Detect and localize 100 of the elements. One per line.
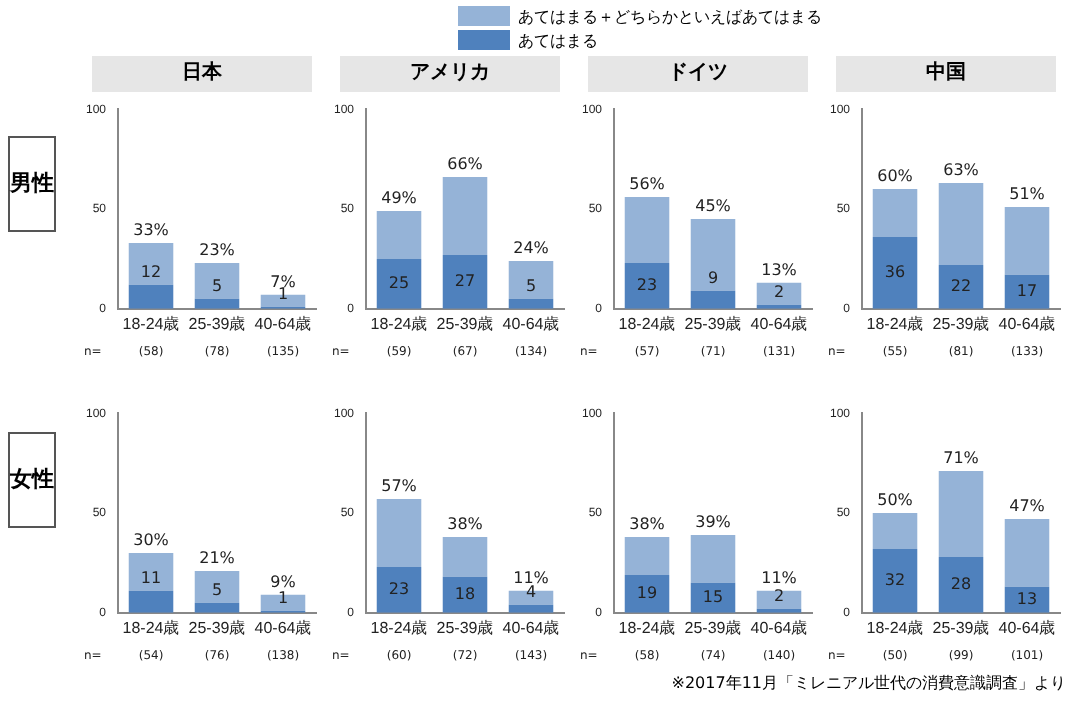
data-label: 5 <box>525 276 537 295</box>
legend-label: あてはまる <box>518 29 598 51</box>
total-label: 11% <box>761 569 798 587</box>
bar <box>624 574 670 613</box>
x-tick-label: 18-24歳 <box>370 618 428 637</box>
total-label: 38% <box>629 515 666 534</box>
bar <box>128 242 174 285</box>
bar <box>376 566 422 613</box>
total-label: 38% <box>447 515 484 534</box>
x-tick-label: 25-39歳 <box>932 618 990 637</box>
data-label: 2 <box>773 586 785 605</box>
chart-title: ドイツ <box>588 56 808 92</box>
data-label: 5 <box>211 276 223 295</box>
total-label: 71% <box>943 449 980 468</box>
bar <box>376 258 422 309</box>
x-tick-label: 40-64歳 <box>998 618 1056 637</box>
data-label: 11 <box>140 569 162 587</box>
total-label: 13% <box>761 261 798 280</box>
data-label: 23 <box>388 580 410 598</box>
total-label: 11% <box>513 569 550 587</box>
bar <box>624 536 670 575</box>
bar <box>260 594 306 611</box>
total-label: 39% <box>695 513 732 532</box>
total-label: 50% <box>877 491 914 510</box>
bar <box>128 552 174 591</box>
x-tick-label: 18-24歳 <box>618 314 676 333</box>
x-tick-label: 18-24歳 <box>866 618 924 637</box>
total-label: 30% <box>133 531 170 550</box>
bar <box>1004 518 1050 587</box>
bar <box>442 177 488 255</box>
bar <box>690 534 736 583</box>
x-tick-label: 40-64歳 <box>502 314 560 333</box>
total-label: 21% <box>199 549 236 568</box>
y-axis-title: 男性 <box>8 136 56 232</box>
data-label: 2 <box>773 282 785 301</box>
bar <box>1004 274 1050 309</box>
bar <box>624 262 670 309</box>
total-label: 33% <box>133 221 170 240</box>
data-label: 18 <box>454 584 476 603</box>
total-label: 51% <box>1009 185 1046 204</box>
total-label: 56% <box>629 175 666 194</box>
total-label: 45% <box>695 197 732 216</box>
x-tick-label: 40-64歳 <box>254 618 312 637</box>
x-tick-label: 25-39歳 <box>932 314 990 333</box>
total-label: 24% <box>513 239 550 258</box>
bar <box>194 262 240 299</box>
total-label: 23% <box>199 241 236 260</box>
total-label: 66% <box>447 155 484 174</box>
data-label: 27 <box>454 272 476 291</box>
x-tick-label: 25-39歳 <box>684 314 742 333</box>
chart-title: アメリカ <box>340 56 560 92</box>
data-label: 15 <box>702 587 724 606</box>
bar <box>756 590 802 609</box>
x-tick-label: 25-39歳 <box>684 618 742 637</box>
x-tick-label: 25-39歳 <box>436 618 494 637</box>
bar <box>872 189 918 237</box>
data-label: 25 <box>388 274 410 293</box>
bar <box>1004 207 1050 275</box>
bar <box>938 264 984 309</box>
x-tick-label: 25-39歳 <box>436 314 494 333</box>
bar <box>872 513 918 549</box>
legend-label: あてはまる＋どちらかといえばあてはまる <box>518 5 822 27</box>
total-label: 47% <box>1009 497 1046 516</box>
bar <box>872 548 918 613</box>
bar <box>376 211 422 259</box>
bar <box>128 284 174 309</box>
bar <box>756 282 802 305</box>
total-label: 57% <box>381 477 418 496</box>
bar <box>376 499 422 567</box>
total-label: 49% <box>381 189 418 208</box>
data-label: 32 <box>884 571 906 590</box>
total-label: 63% <box>943 161 980 180</box>
bar <box>938 471 984 557</box>
x-tick-label: 40-64歳 <box>998 314 1056 333</box>
x-tick-label: 25-39歳 <box>188 618 246 637</box>
data-label: 22 <box>950 277 972 295</box>
bar <box>938 183 984 265</box>
x-tick-label: 18-24歳 <box>370 314 428 333</box>
data-label: 19 <box>636 583 658 602</box>
data-label: 23 <box>636 276 658 294</box>
x-tick-label: 40-64歳 <box>750 618 808 637</box>
data-label: 28 <box>950 575 972 594</box>
chart-title: 日本 <box>92 56 312 92</box>
bar <box>442 254 488 309</box>
x-tick-label: 18-24歳 <box>866 314 924 333</box>
bar <box>624 197 670 263</box>
bar <box>690 218 736 291</box>
bar <box>194 570 240 603</box>
bar <box>508 260 554 299</box>
bar <box>872 236 918 309</box>
text: ※2017年11月「ミレニアル世代の消費意識調査」より <box>671 672 1066 694</box>
y-axis-title: 女性 <box>8 432 56 528</box>
x-tick-label: 25-39歳 <box>188 314 246 333</box>
bar <box>938 556 984 613</box>
data-label: 13 <box>1016 589 1038 608</box>
total-label: 60% <box>877 167 914 186</box>
x-tick-label: 18-24歳 <box>122 314 180 333</box>
chart-title: 中国 <box>836 56 1056 92</box>
data-label: 1 <box>277 588 289 607</box>
x-tick-label: 18-24歳 <box>122 618 180 637</box>
